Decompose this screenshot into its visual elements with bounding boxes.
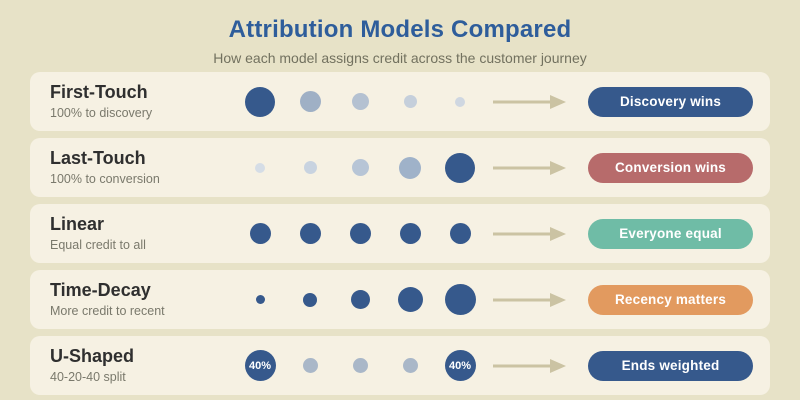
journey-dot: [299, 223, 321, 244]
dot-slot: [235, 223, 285, 244]
journey-dot: [349, 223, 371, 244]
dot-slot: [285, 358, 335, 373]
model-rows: First-Touch 100% to discovery Discovery …: [30, 72, 770, 395]
model-description: 100% to conversion: [50, 171, 160, 186]
arrow-wrap: [485, 160, 575, 176]
outcome-badge: Everyone equal: [588, 218, 753, 249]
arrow-wrap: [485, 358, 575, 374]
model-description: More credit to recent: [50, 303, 165, 318]
model-name: Linear: [50, 214, 105, 235]
journey-dots: [235, 223, 485, 244]
journey-dot: [255, 295, 265, 304]
dot-slot: [335, 290, 385, 309]
model-description: 100% to discovery: [50, 105, 153, 120]
journey-dot: [249, 223, 271, 244]
journey-dot: 40%: [444, 350, 476, 381]
journey-dot: [351, 93, 369, 110]
journey-dot: [449, 223, 471, 244]
dot-slot: [285, 292, 335, 307]
dot-slot: [235, 86, 285, 117]
model-row: First-Touch 100% to discovery Discovery …: [30, 72, 770, 131]
outcome-badge: Ends weighted: [588, 350, 753, 381]
arrow-right-icon: [493, 358, 566, 373]
page-subtitle: How each model assigns credit across the…: [213, 50, 587, 66]
journey-dot: [351, 159, 369, 176]
journey-dots: [235, 152, 485, 183]
dot-slot: [435, 223, 485, 244]
journey-dot: [303, 161, 317, 174]
model-row: Linear Equal credit to all Everyone equa…: [30, 204, 770, 263]
dot-slot: 40%: [235, 350, 285, 381]
journey-dot: [403, 95, 417, 108]
dot-slot: [385, 358, 435, 373]
journey-dot: [245, 86, 275, 117]
dot-slot: 40%: [435, 350, 485, 381]
model-name: U-Shaped: [50, 346, 135, 367]
model-name: Last-Touch: [50, 148, 146, 169]
journey-dot: [399, 223, 421, 244]
dot-slot: [435, 152, 485, 183]
outcome-badge: Conversion wins: [588, 152, 753, 183]
journey-dot: [302, 358, 318, 373]
model-name: First-Touch: [50, 82, 148, 103]
journey-dot: [303, 292, 317, 307]
header: Attribution Models Compared How each mod…: [0, 0, 800, 66]
journey-dots: 40% 40%: [235, 350, 485, 381]
dot-slot: [385, 156, 435, 179]
journey-dot: [444, 284, 476, 315]
dot-slot: [335, 159, 385, 176]
dot-slot: [235, 162, 285, 173]
model-row: U-Shaped 40-20-40 split 40% 40% Ends weig…: [30, 336, 770, 395]
arrow-right-icon: [493, 94, 566, 109]
dot-slot: [285, 223, 335, 244]
outcome-badge: Discovery wins: [588, 86, 753, 117]
arrow-wrap: [485, 226, 575, 242]
dot-slot: [385, 95, 435, 108]
journey-dot: [402, 358, 418, 373]
model-text-block: Linear Equal credit to all: [30, 214, 235, 252]
dot-slot: [435, 284, 485, 315]
arrow-right-icon: [493, 292, 566, 307]
journey-dot: [445, 152, 475, 183]
model-text-block: First-Touch 100% to discovery: [30, 82, 235, 120]
journey-dot: [350, 290, 370, 309]
dot-slot: [385, 223, 435, 244]
model-text-block: Last-Touch 100% to conversion: [30, 148, 235, 186]
model-row: Time-Decay More credit to recent Recency…: [30, 270, 770, 329]
journey-dot: [255, 162, 265, 173]
page-title: Attribution Models Compared: [228, 16, 572, 43]
dot-slot: [285, 91, 335, 112]
model-name: Time-Decay: [50, 280, 151, 301]
journey-dot: [299, 91, 321, 112]
model-description: Equal credit to all: [50, 237, 146, 252]
journey-dot: 40%: [244, 350, 276, 381]
journey-dot: [399, 156, 421, 179]
outcome-badge: Recency matters: [588, 284, 753, 315]
dot-slot: [235, 295, 285, 304]
journey-dot: [455, 96, 465, 107]
journey-dot: [397, 287, 423, 312]
dot-slot: [335, 93, 385, 110]
journey-dot: [352, 358, 368, 373]
arrow-right-icon: [493, 226, 566, 241]
arrow-right-icon: [493, 160, 566, 175]
journey-dots: [235, 284, 485, 315]
dot-slot: [385, 287, 435, 312]
arrow-wrap: [485, 94, 575, 110]
arrow-wrap: [485, 292, 575, 308]
model-text-block: Time-Decay More credit to recent: [30, 280, 235, 318]
model-row: Last-Touch 100% to conversion Conversion…: [30, 138, 770, 197]
model-description: 40-20-40 split: [50, 369, 126, 384]
dot-slot: [335, 358, 385, 373]
dot-slot: [335, 223, 385, 244]
dot-slot: [285, 161, 335, 174]
journey-dots: [235, 86, 485, 117]
model-text-block: U-Shaped 40-20-40 split: [30, 346, 235, 384]
dot-slot: [435, 96, 485, 107]
